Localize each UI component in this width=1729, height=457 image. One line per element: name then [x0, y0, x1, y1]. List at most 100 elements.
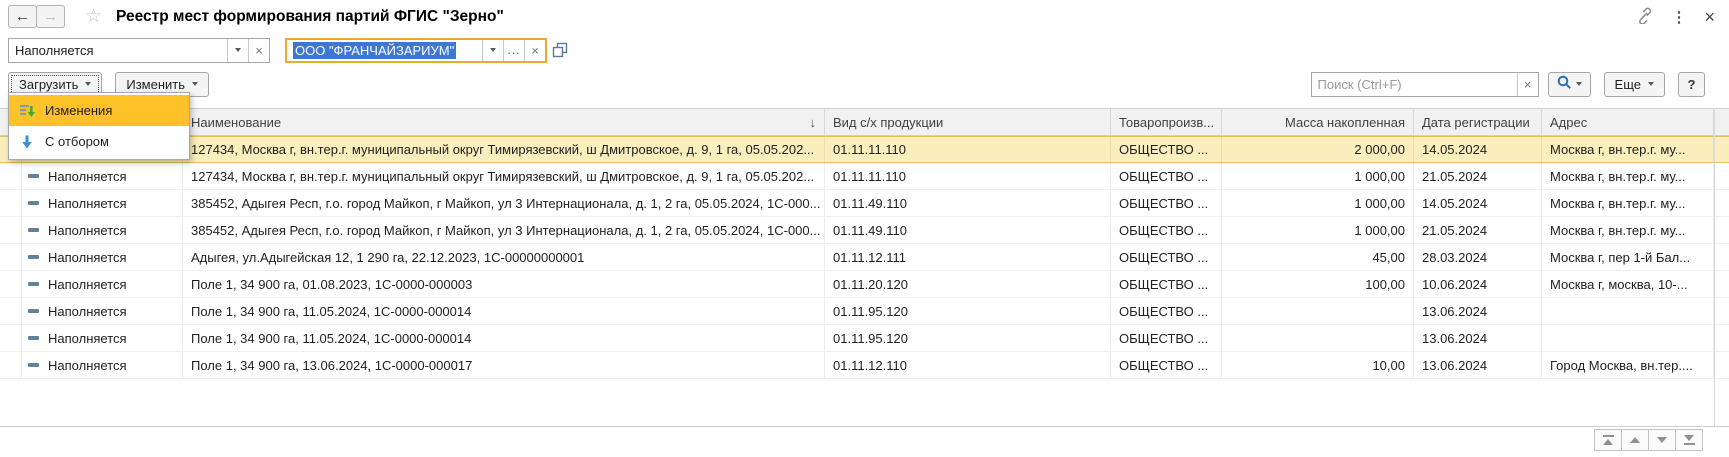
- row-status: Наполняется: [48, 168, 127, 184]
- row-mass: 1 000,00: [1222, 190, 1414, 216]
- row-mass: 1 000,00: [1222, 217, 1414, 243]
- row-product: 01.11.95.120: [825, 298, 1111, 324]
- row-name: Поле 1, 34 900 га, 01.08.2023, 1С-0000-0…: [183, 271, 825, 297]
- menu-item-changes[interactable]: Изменения: [9, 95, 189, 126]
- status-filter-combo[interactable]: Наполняется: [8, 37, 270, 63]
- row-product: 01.11.49.110: [825, 190, 1111, 216]
- open-in-window-icon[interactable]: [552, 42, 568, 58]
- forward-button[interactable]: [36, 5, 65, 28]
- row-date: 14.05.2024: [1414, 137, 1542, 162]
- table-row[interactable]: Наполняется Поле 1, 34 900 га, 11.05.202…: [0, 325, 1729, 352]
- row-name: Поле 1, 34 900 га, 11.05.2024, 1С-0000-0…: [183, 298, 825, 324]
- menu-item-with-filter[interactable]: С отбором: [9, 126, 189, 157]
- help-button[interactable]: ?: [1678, 71, 1705, 97]
- row-producer: ОБЩЕСТВО ...: [1111, 325, 1222, 351]
- status-dash-icon: [28, 336, 39, 340]
- table-row[interactable]: Наполняется Поле 1, 34 900 га, 11.05.202…: [0, 298, 1729, 325]
- back-button[interactable]: [8, 5, 37, 28]
- table-row[interactable]: Наполняется 385452, Адыгея Респ, г.о. го…: [0, 217, 1729, 244]
- row-producer: ОБЩЕСТВО ...: [1111, 271, 1222, 297]
- page-title: Реестр мест формирования партий ФГИС "Зе…: [116, 7, 504, 25]
- row-address: Москва г, пер 1-й Бал...: [1542, 244, 1714, 270]
- status-dash-icon: [28, 228, 39, 232]
- chevron-down-icon: [85, 82, 92, 86]
- org-filter-combo[interactable]: ООО "ФРАНЧАЙЗАРИУМ" ...: [285, 37, 547, 63]
- row-status: Наполняется: [48, 222, 127, 238]
- column-header-product[interactable]: Вид с/х продукции: [825, 109, 1111, 135]
- row-address: Москва г, вн.тер.г. му...: [1542, 163, 1714, 189]
- row-address: [1542, 298, 1714, 324]
- row-product: 01.11.95.120: [825, 325, 1111, 351]
- search-input[interactable]: [1311, 72, 1517, 96]
- favorite-star-icon[interactable]: [85, 7, 102, 26]
- chevron-down-icon[interactable]: [482, 39, 503, 61]
- column-header-mass[interactable]: Масса накопленная: [1222, 109, 1414, 135]
- column-header-date[interactable]: Дата регистрации: [1414, 109, 1542, 135]
- row-name: 385452, Адыгея Респ, г.о. город Майкоп, …: [183, 217, 825, 243]
- row-mass: 10,00: [1222, 352, 1414, 378]
- load-dropdown-menu: Изменения С отбором: [8, 92, 190, 160]
- sort-descending-icon: ↓: [809, 114, 817, 130]
- row-status: Наполняется: [48, 330, 127, 346]
- status-dash-icon: [28, 363, 39, 367]
- row-date: 21.05.2024: [1414, 163, 1542, 189]
- choose-button[interactable]: ...: [503, 39, 524, 61]
- row-producer: ОБЩЕСТВО ...: [1111, 217, 1222, 243]
- table-row[interactable]: Наполняется 127434, Москва г, вн.тер.г. …: [0, 136, 1729, 163]
- table-row[interactable]: Наполняется 385452, Адыгея Респ, г.о. го…: [0, 190, 1729, 217]
- search-button[interactable]: [1547, 71, 1591, 97]
- chevron-down-icon[interactable]: [227, 38, 248, 62]
- status-dash-icon: [28, 174, 39, 178]
- scroll-up-button[interactable]: [1621, 429, 1649, 451]
- row-mass: [1222, 325, 1414, 351]
- row-mass: 2 000,00: [1222, 137, 1414, 162]
- clear-icon[interactable]: [524, 39, 545, 61]
- registry-table: Наименование ↓ Вид с/х продукции Товароп…: [0, 108, 1729, 427]
- scroll-down-button[interactable]: [1648, 429, 1676, 451]
- status-dash-icon: [28, 282, 39, 286]
- row-address: Москва г, москва, 10-...: [1542, 271, 1714, 297]
- row-address: Москва г, вн.тер.г. му...: [1542, 217, 1714, 243]
- row-address: Город Москва, вн.тер....: [1542, 352, 1714, 378]
- clear-icon[interactable]: [1516, 72, 1538, 96]
- more-button[interactable]: Еще: [1603, 71, 1665, 97]
- column-header-name[interactable]: Наименование ↓: [183, 109, 825, 135]
- scroll-to-bottom-button[interactable]: [1675, 429, 1703, 451]
- table-row[interactable]: Наполняется Поле 1, 34 900 га, 13.06.202…: [0, 352, 1729, 379]
- toolbar: Загрузить Изменить Еще ?: [0, 68, 1729, 100]
- table-scroll-controls: [1594, 429, 1703, 451]
- table-row[interactable]: Наполняется Адыгея, ул.Адыгейская 12, 1 …: [0, 244, 1729, 271]
- clear-icon[interactable]: [248, 38, 269, 62]
- row-mass: 100,00: [1222, 271, 1414, 297]
- row-mass: 45,00: [1222, 244, 1414, 270]
- column-header-address[interactable]: Адрес: [1542, 109, 1714, 135]
- row-status: Наполняется: [48, 276, 127, 292]
- row-name: 127434, Москва г, вн.тер.г. муниципальны…: [183, 163, 825, 189]
- row-product: 01.11.11.110: [825, 163, 1111, 189]
- filter-row: Наполняется ООО "ФРАНЧАЙЗАРИУМ" ...: [0, 35, 1729, 65]
- row-address: Москва г, вн.тер.г. му...: [1542, 137, 1714, 162]
- more-menu-icon[interactable]: [1671, 8, 1686, 26]
- status-dash-icon: [28, 255, 39, 259]
- close-icon[interactable]: [1704, 8, 1715, 26]
- row-date: 13.06.2024: [1414, 325, 1542, 351]
- row-mass: 1 000,00: [1222, 163, 1414, 189]
- table-row[interactable]: Наполняется 127434, Москва г, вн.тер.г. …: [0, 163, 1729, 190]
- row-producer: ОБЩЕСТВО ...: [1111, 137, 1222, 162]
- row-date: 28.03.2024: [1414, 244, 1542, 270]
- table-row[interactable]: Наполняется Поле 1, 34 900 га, 01.08.202…: [0, 271, 1729, 298]
- row-name: Адыгея, ул.Адыгейская 12, 1 290 га, 22.1…: [183, 244, 825, 270]
- column-header-producer[interactable]: Товаропроизв...: [1111, 109, 1222, 135]
- status-filter-value: Наполняется: [15, 42, 94, 58]
- row-producer: ОБЩЕСТВО ...: [1111, 244, 1222, 270]
- row-producer: ОБЩЕСТВО ...: [1111, 190, 1222, 216]
- row-product: 01.11.11.110: [825, 137, 1111, 162]
- row-date: 13.06.2024: [1414, 352, 1542, 378]
- org-filter-value: ООО "ФРАНЧАЙЗАРИУМ": [293, 41, 457, 59]
- chevron-down-icon: [1575, 82, 1582, 86]
- row-status: Наполняется: [48, 249, 127, 265]
- link-icon[interactable]: [1636, 7, 1653, 27]
- row-producer: ОБЩЕСТВО ...: [1111, 163, 1222, 189]
- row-name: 127434, Москва г, вн.тер.г. муниципальны…: [183, 137, 825, 162]
- scroll-to-top-button[interactable]: [1594, 429, 1622, 451]
